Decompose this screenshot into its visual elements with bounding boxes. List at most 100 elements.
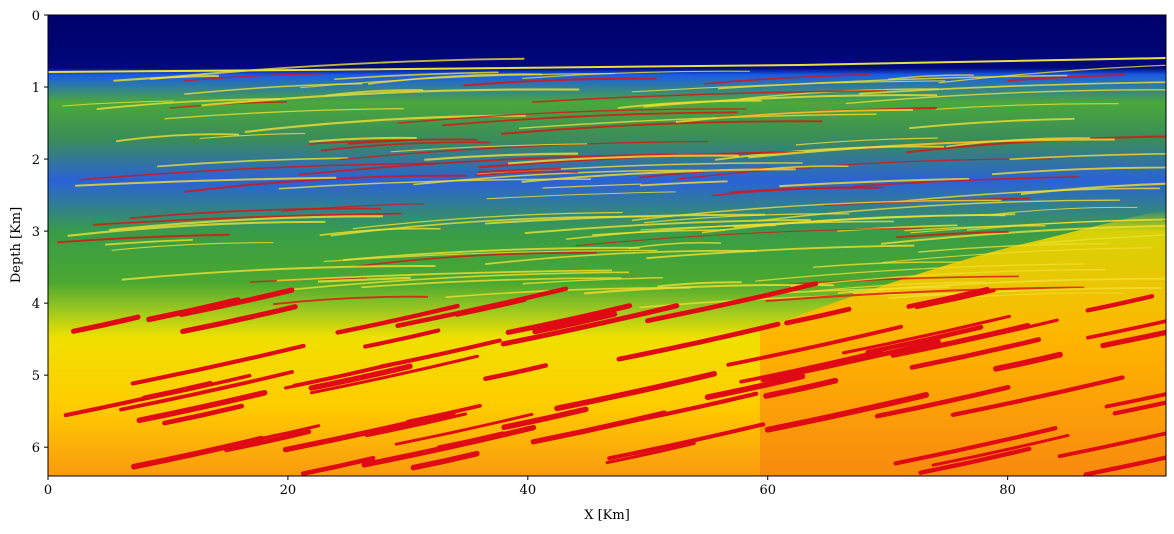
reflector — [522, 70, 750, 80]
reflector — [365, 412, 468, 438]
reflector — [518, 113, 877, 130]
reflector — [119, 370, 294, 412]
reflector — [180, 304, 298, 335]
y-tick-label: 2 — [32, 153, 40, 168]
reflector — [121, 265, 436, 281]
reflector — [859, 81, 1166, 95]
reflector — [199, 132, 306, 140]
reflector — [931, 433, 1070, 467]
reflector — [909, 337, 1042, 370]
reflector — [758, 199, 1120, 222]
reflector — [157, 157, 349, 168]
reflector — [764, 391, 930, 433]
reflectors — [48, 57, 1166, 476]
reflector — [726, 324, 903, 367]
reflector — [308, 363, 413, 391]
reflector — [763, 377, 839, 399]
reflector — [352, 211, 623, 230]
reflector — [339, 140, 709, 161]
reflector — [201, 88, 580, 107]
y-tick-label: 3 — [32, 225, 40, 240]
reflector — [79, 162, 448, 181]
reflector — [361, 277, 622, 289]
reflector — [96, 98, 280, 111]
reflector — [909, 117, 1075, 130]
reflector — [298, 153, 678, 176]
reflector — [704, 73, 871, 85]
reflector — [784, 306, 852, 326]
reflector — [532, 311, 618, 335]
reflector — [394, 412, 534, 446]
reflector — [739, 349, 884, 384]
axes-frame — [47, 14, 1167, 477]
reflector — [531, 90, 887, 103]
reflector — [906, 286, 990, 309]
reflector — [130, 343, 306, 386]
reflector — [162, 403, 245, 426]
reflector — [575, 227, 923, 247]
reflector — [335, 303, 460, 335]
reflector — [935, 103, 1119, 110]
x-tick-label: 0 — [44, 483, 52, 498]
reflector — [755, 263, 1084, 282]
reflector — [57, 233, 230, 244]
reflector — [395, 286, 569, 329]
x-tick-label: 60 — [759, 483, 776, 498]
reflector — [463, 77, 658, 87]
reflector — [748, 138, 1115, 159]
reflector — [320, 141, 490, 152]
reflector — [704, 373, 806, 401]
reflector — [790, 269, 1106, 288]
reflector — [616, 321, 781, 362]
reflector — [607, 422, 766, 461]
y-tick-label: 6 — [32, 441, 40, 456]
reflector — [760, 165, 849, 171]
reflector — [888, 74, 974, 80]
y-tick-label: 4 — [32, 297, 40, 312]
reflector — [675, 109, 914, 123]
reflector — [485, 249, 758, 265]
reflector — [880, 224, 1166, 245]
reflector — [918, 243, 1107, 253]
reflector — [508, 154, 739, 165]
reflector — [542, 183, 642, 189]
reflector — [300, 455, 376, 476]
reflector — [1112, 400, 1166, 416]
reflector — [992, 206, 1138, 216]
reflector — [136, 389, 268, 424]
reflector — [343, 246, 640, 261]
reflector — [500, 303, 680, 347]
reflector — [639, 180, 728, 187]
reflector — [282, 410, 456, 453]
y-tick-label: 1 — [32, 81, 40, 96]
reflector — [183, 73, 324, 82]
reflector — [505, 303, 633, 335]
reflector — [809, 281, 986, 292]
reflector — [888, 287, 1162, 300]
y-tick-label: 5 — [32, 369, 40, 384]
reflector — [319, 227, 441, 237]
reflector — [895, 187, 1161, 203]
reflector — [643, 94, 938, 108]
reflector — [67, 220, 326, 237]
reflector — [918, 446, 1032, 475]
reflector — [645, 281, 819, 324]
reflector — [390, 143, 588, 153]
reflector — [711, 187, 880, 197]
reflector — [474, 170, 579, 177]
reflector — [1104, 392, 1166, 409]
reflector — [530, 410, 667, 445]
reflector — [771, 286, 951, 295]
reflector — [318, 276, 411, 283]
reflector — [853, 176, 1079, 188]
reflector — [760, 338, 941, 383]
reflector — [93, 212, 402, 226]
reflector — [966, 218, 1166, 231]
reflector — [109, 215, 383, 232]
reflector — [224, 429, 312, 453]
reflector — [150, 57, 525, 80]
reflector — [115, 133, 239, 143]
reflector — [62, 100, 174, 107]
